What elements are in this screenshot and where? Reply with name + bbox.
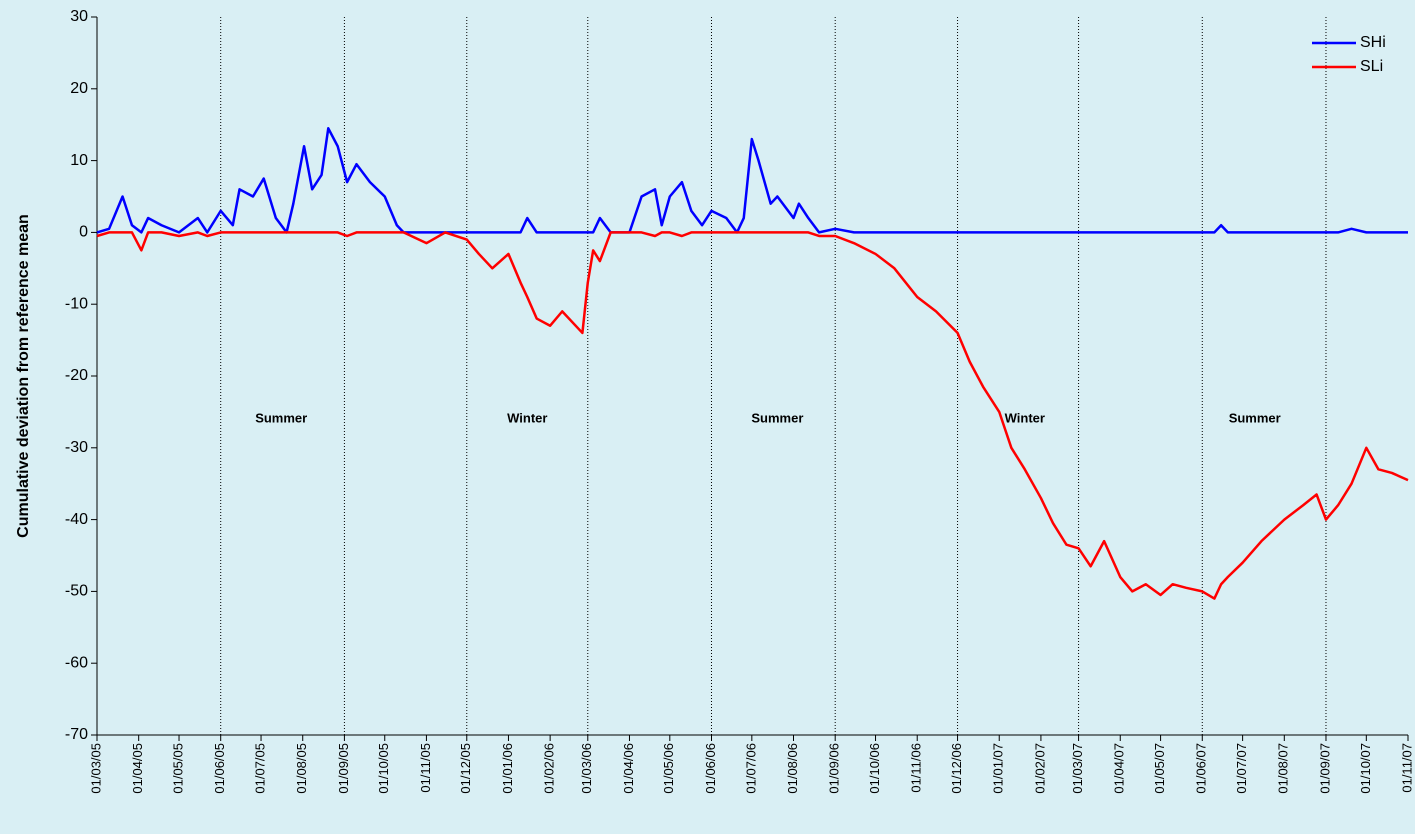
x-tick-label: 01/06/05 bbox=[212, 743, 227, 794]
x-tick-label: 01/09/06 bbox=[827, 743, 842, 794]
y-tick-label: -70 bbox=[65, 726, 88, 743]
x-tick-label: 01/06/07 bbox=[1194, 743, 1209, 794]
x-tick-label: 01/05/05 bbox=[170, 743, 185, 794]
y-axis-label: Cumulative deviation from reference mean bbox=[15, 214, 32, 538]
x-tick-label: 01/06/06 bbox=[703, 743, 718, 794]
x-tick-label: 01/02/06 bbox=[542, 743, 557, 794]
y-tick-label: -60 bbox=[65, 654, 88, 671]
x-tick-label: 01/05/06 bbox=[661, 743, 676, 794]
x-tick-label: 01/07/07 bbox=[1234, 743, 1249, 794]
x-tick-label: 01/04/06 bbox=[621, 743, 636, 794]
x-tick-label: 01/01/07 bbox=[991, 743, 1006, 794]
x-tick-label: 01/07/06 bbox=[743, 743, 758, 794]
x-tick-label: 01/10/07 bbox=[1358, 743, 1373, 794]
y-tick-label: -30 bbox=[65, 439, 88, 456]
x-tick-label: 01/12/06 bbox=[949, 743, 964, 794]
season-label: Summer bbox=[751, 411, 803, 426]
x-tick-label: 01/10/05 bbox=[376, 743, 391, 794]
x-tick-label: 01/09/07 bbox=[1317, 743, 1332, 794]
x-tick-label: 01/04/07 bbox=[1112, 743, 1127, 794]
y-tick-label: 30 bbox=[70, 8, 88, 25]
legend-label: SHi bbox=[1360, 34, 1386, 51]
y-tick-label: -10 bbox=[65, 295, 88, 312]
x-tick-label: 01/07/05 bbox=[252, 743, 267, 794]
season-label: Winter bbox=[1005, 411, 1045, 426]
x-tick-label: 01/08/07 bbox=[1276, 743, 1291, 794]
season-label: Summer bbox=[1229, 411, 1281, 426]
x-tick-label: 01/02/07 bbox=[1032, 743, 1047, 794]
x-tick-label: 01/03/05 bbox=[88, 743, 103, 794]
x-tick-label: 01/01/06 bbox=[500, 743, 515, 794]
x-tick-label: 01/04/05 bbox=[130, 743, 145, 794]
x-tick-label: 01/12/05 bbox=[458, 743, 473, 794]
y-tick-label: 20 bbox=[70, 80, 88, 97]
series-line bbox=[96, 231, 1409, 600]
y-tick-label: -50 bbox=[65, 583, 88, 600]
season-label: Winter bbox=[507, 411, 547, 426]
y-tick-label: 10 bbox=[70, 152, 88, 169]
x-tick-label: 01/03/06 bbox=[579, 743, 594, 794]
y-tick-label: -40 bbox=[65, 511, 88, 528]
series-line bbox=[96, 127, 1408, 234]
x-tick-label: 01/05/07 bbox=[1152, 743, 1167, 794]
x-tick-label: 01/11/06 bbox=[909, 743, 924, 793]
x-tick-label: 01/11/05 bbox=[418, 743, 433, 793]
x-tick-label: 01/08/05 bbox=[294, 743, 309, 794]
x-tick-label: 01/03/07 bbox=[1070, 743, 1085, 794]
x-tick-label: 01/11/07 bbox=[1399, 743, 1414, 793]
season-label: Summer bbox=[255, 411, 307, 426]
x-tick-label: 01/09/05 bbox=[336, 743, 351, 794]
y-tick-label: 0 bbox=[79, 224, 88, 241]
x-tick-label: 01/10/06 bbox=[867, 743, 882, 794]
legend-label: SLi bbox=[1360, 58, 1383, 75]
x-tick-label: 01/08/06 bbox=[785, 743, 800, 794]
y-tick-label: -20 bbox=[65, 367, 88, 384]
